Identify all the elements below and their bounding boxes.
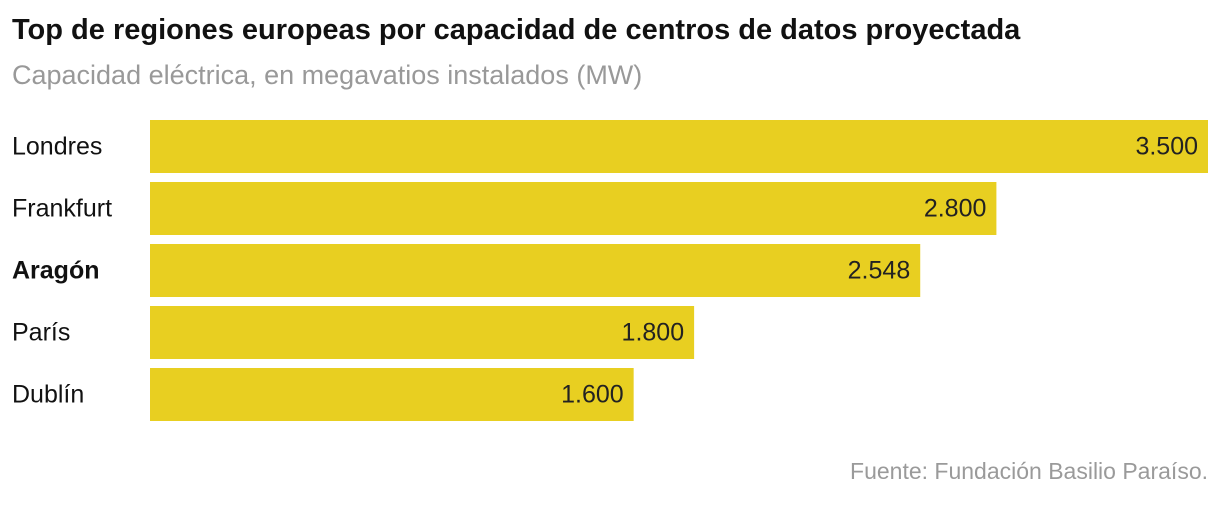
category-label-aragon: Aragón [12, 257, 100, 285]
value-label-dublin: 1.600 [561, 381, 624, 409]
bar-dublin [150, 368, 634, 421]
category-label-frankfurt: Frankfurt [12, 195, 112, 223]
category-label-paris: París [12, 319, 70, 347]
category-label-dublin: Dublín [12, 381, 84, 409]
value-label-frankfurt: 2.800 [924, 195, 987, 223]
bar-aragon [150, 244, 921, 297]
chart-subtitle: Capacidad eléctrica, en megavatios insta… [12, 60, 643, 90]
bar-frankfurt [150, 182, 997, 235]
source-note: Fuente: Fundación Basilio Paraíso. [850, 458, 1208, 484]
value-label-londres: 3.500 [1135, 133, 1198, 161]
chart-title: Top de regiones europeas por capacidad d… [12, 14, 1021, 46]
bar-chart: Londres 3.500 Frankfurt 2.800 Aragón 2.548 Par… [12, 120, 1208, 421]
value-label-paris: 1.800 [622, 319, 685, 347]
bar-paris [150, 306, 695, 359]
value-label-aragon: 2.548 [848, 257, 911, 285]
category-label-londres: Londres [12, 133, 102, 161]
bar-londres [150, 120, 1208, 173]
